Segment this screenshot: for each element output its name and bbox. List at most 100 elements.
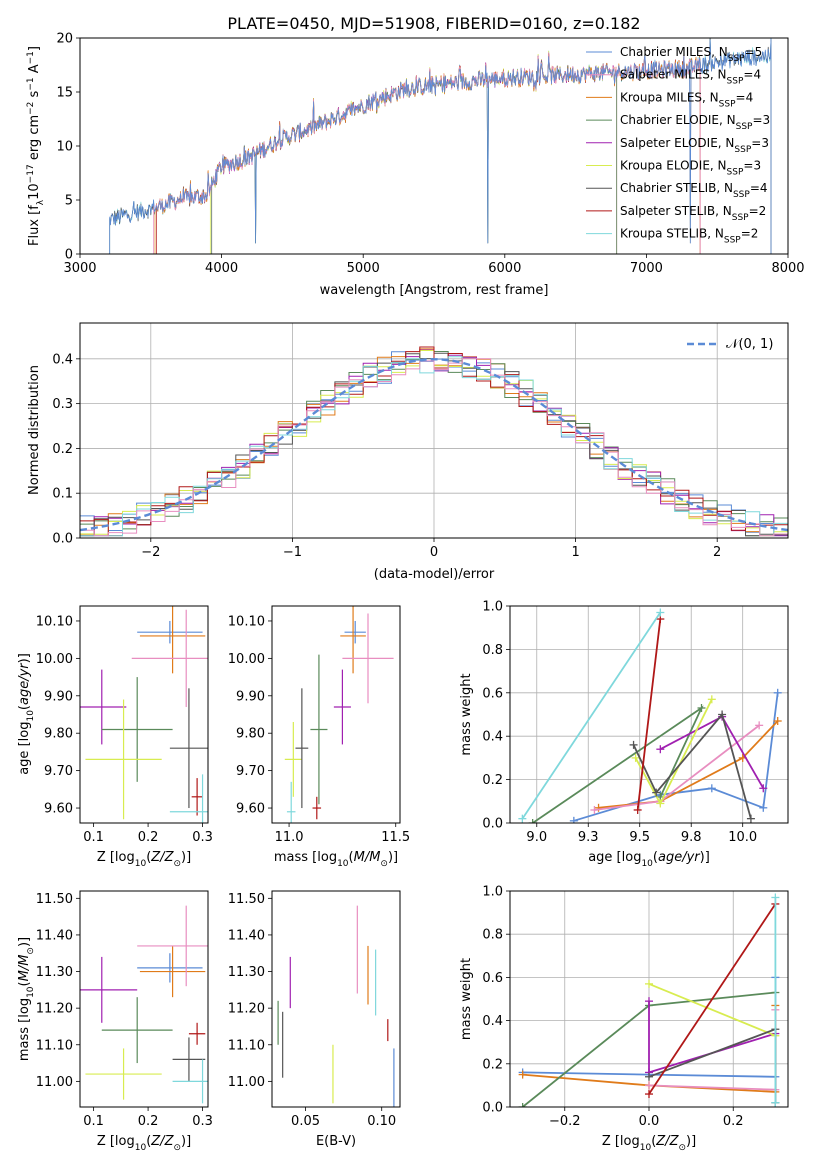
x-tick-label: 5000 [347,261,380,276]
y-tick-label: 9.80 [44,727,73,742]
x-tick-label: 0.3 [192,830,213,845]
y-axis-label: mass weight [459,958,474,1040]
y-tick-label: 11.50 [36,892,73,907]
y-axis-label: Flux [fλ10−17 erg cm−2 s−1 A−1] [26,46,46,246]
x-tick-label: 0.05 [291,1114,320,1129]
plot-area [518,893,780,1107]
axes-frame [79,322,789,539]
panel-mass-weight-vs-age: 9.0 9.3 9.5 9.8 10.0 0.0 0.2 0.4 0.6 0.8 1.0 age [l… [459,600,789,869]
axes-frame [271,605,401,824]
y-axis-label: mass [log10(M/M⊙)] [17,937,36,1061]
x-tick-label: 4000 [205,261,238,276]
panel-mass-vs-Z: 0.1 0.2 0.3 11.00 11.10 11.20 11.30 11.40 11.50 Z… [17,890,213,1153]
normal-reference-curve [80,358,788,532]
y-tick-label: 10.10 [36,614,73,629]
legend-label: Kroupa MILES, NSSP=4 [620,90,753,109]
x-tick-label: 11.5 [381,830,410,845]
histogram-series-8 [80,358,788,538]
x-tick-label: 8000 [771,261,804,276]
x-tick-label: 0 [430,545,438,560]
y-tick-label: 9.70 [236,764,265,779]
y-tick-label: 11.00 [36,1075,73,1090]
axes-frame [271,890,401,1108]
x-tick-label: 3000 [63,261,96,276]
y-axis-label: mass weight [459,673,474,755]
x-tick-label: −1 [283,545,302,560]
y-tick-label: 0.6 [482,686,503,701]
y-tick-label: 11.40 [36,928,73,943]
y-tick-label: 11.10 [228,1038,265,1053]
panel-mass-vs-EBV: 0.05 0.10 11.00 11.10 11.20 11.30 11.40 11.50 E(… [228,890,401,1149]
legend-label: Kroupa ELODIE, NSSP=3 [620,159,761,178]
x-tick-label: 0.2 [723,1114,744,1129]
y-tick-label: 10.00 [228,652,265,667]
plot-area [109,38,772,254]
x-tick-label: 0.10 [367,1114,396,1129]
weight-series-5 [648,983,776,1037]
y-tick-label: 5 [65,194,73,209]
y-tick-label: 0.1 [52,487,73,502]
y-axis-label: Normed distribution [27,365,42,495]
spectrum-series-0 [109,38,772,254]
x-axis-label: wavelength [Angstrom, rest frame] [320,283,549,298]
y-tick-label: 11.00 [228,1075,265,1090]
x-tick-label: 0.1 [83,1114,104,1129]
x-axis-label: E(B-V) [316,1134,356,1149]
x-axis-label: age [log10(age/yr)] [588,850,710,869]
y-tick-label: 15 [56,86,73,101]
y-tick-label: 10.10 [228,614,265,629]
y-tick-label: 0.3 [52,397,73,412]
y-tick-label: 9.60 [236,802,265,817]
y-axis-label: age [log10(age/yr)] [17,653,36,775]
plot-area [518,608,782,823]
y-tick-label: 0.0 [52,532,73,547]
x-tick-label: 9.3 [578,830,599,845]
y-tick-label: 11.50 [228,892,265,907]
weight-series-7 [636,618,662,811]
y-tick-label: 11.40 [228,928,265,943]
legend-label: Salpeter MILES, NSSP=4 [620,68,761,87]
plot-area [277,905,395,1107]
plot-area [284,606,394,823]
x-tick-label: 10.0 [728,830,757,845]
x-tick-label: −0.2 [549,1114,581,1129]
legend-label: Salpeter STELIB, NSSP=2 [620,204,766,223]
x-axis-label: Z [log10(Z/Z⊙)] [97,850,191,869]
y-tick-label: 0.2 [52,442,73,457]
y-tick-label: 0.2 [482,1057,503,1072]
x-tick-label: 0.2 [138,830,159,845]
y-tick-label: 0.0 [482,1101,503,1116]
x-axis-label: mass [log10(M/M⊙)] [274,850,398,869]
x-tick-label: 0.3 [192,1114,213,1129]
x-tick-label: 0.1 [83,830,104,845]
x-tick-label: 7000 [630,261,663,276]
y-tick-label: 1.0 [482,600,503,615]
y-tick-label: 0.8 [482,928,503,943]
x-axis-label: Z [log10(Z/Z⊙)] [97,1134,191,1153]
x-tick-label: 9.0 [526,830,547,845]
y-tick-label: 11.30 [36,965,73,980]
y-tick-label: 20 [56,32,73,47]
y-tick-label: 11.30 [228,965,265,980]
plot-area [80,606,208,823]
weight-series-6 [632,712,752,819]
plot-area [80,905,208,1104]
x-tick-label: 1 [571,545,579,560]
y-tick-label: 9.80 [236,727,265,742]
weight-series-8 [521,611,662,820]
y-tick-label: 9.90 [44,689,73,704]
axes-frame [509,605,789,824]
y-tick-label: 10.00 [36,652,73,667]
axes-frame [79,37,789,255]
y-tick-label: 0.4 [482,1014,503,1029]
y-tick-label: 0.6 [482,971,503,986]
y-tick-label: 0.2 [482,773,503,788]
panel-mass-weight-vs-Z: −0.2 0.0 0.2 0.0 0.2 0.4 0.6 0.8 1.0 Z [log10(Z/Z… [459,885,789,1153]
y-tick-label: 0.8 [482,643,503,658]
panel-spectrum: 3000 4000 5000 6000 7000 8000 0 5 10 15 20 Chabrier… [26,32,805,299]
x-tick-label: −2 [141,545,160,560]
x-axis-label: (data-model)/error [374,567,495,582]
y-tick-label: 10 [56,140,73,155]
spectrum-legend: Chabrier MILES, NSSP=5 Salpeter MILES, NS… [586,45,770,246]
